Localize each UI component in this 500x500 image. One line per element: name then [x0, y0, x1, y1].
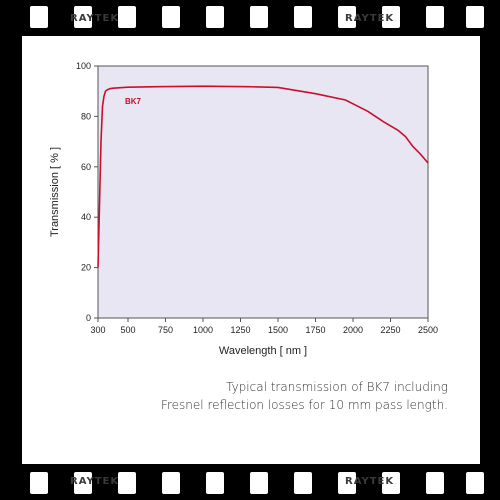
axis-ticks: 300 500 750 1000 1250 1500 1750 2000 2250 2500 0 20… — [76, 61, 438, 335]
x-tick-label-5: 1500 — [268, 325, 288, 335]
film-hole-bottom-4 — [206, 472, 224, 494]
caption-line-1: Typical transmission of BK7 including — [226, 380, 448, 394]
y-tick-label-1: 20 — [81, 263, 91, 273]
caption-line-2: Fresnel reflection losses for 10 mm pass… — [160, 398, 448, 412]
film-hole-bottom-7 — [338, 472, 356, 494]
watermark-bottom-right: RAYTEK — [345, 476, 395, 487]
film-hole-bottom-10 — [466, 472, 484, 494]
series-line-0 — [97, 85, 429, 268]
watermark-top-right: RAYTEK — [345, 13, 395, 24]
film-hole-bottom-2 — [118, 472, 136, 494]
film-hole-bottom-8 — [382, 472, 400, 494]
y-tick-label-4: 80 — [81, 111, 91, 121]
film-hole-top-4 — [206, 6, 224, 28]
film-hole-bottom-9 — [426, 472, 444, 494]
x-tick-label-4: 1250 — [230, 325, 250, 335]
film-hole-bottom-3 — [162, 472, 180, 494]
film-hole-top-7 — [338, 6, 356, 28]
watermark-top-left: RAYTEK — [70, 13, 120, 24]
film-hole-top-6 — [294, 6, 312, 28]
x-tick-label-7: 2000 — [343, 325, 363, 335]
x-tick-label-2: 750 — [158, 325, 173, 335]
x-tick-label-3: 1000 — [193, 325, 213, 335]
y-axis-label: Transmission [ % ] — [49, 147, 61, 237]
y-tick-label-5: 100 — [76, 61, 91, 71]
film-hole-bottom-6 — [294, 472, 312, 494]
film-hole-top-10 — [466, 6, 484, 28]
film-hole-bottom-1 — [74, 472, 92, 494]
film-hole-top-0 — [30, 6, 48, 28]
x-tick-label-0: 300 — [90, 325, 105, 335]
film-hole-top-2 — [118, 6, 136, 28]
series-label-bk7: BK7 — [125, 97, 142, 106]
film-hole-top-1 — [74, 6, 92, 28]
x-axis-label: Wavelength [ nm ] — [219, 345, 307, 357]
film-hole-top-9 — [426, 6, 444, 28]
x-tick-label-1: 500 — [120, 325, 135, 335]
y-tick-label-0: 0 — [86, 313, 91, 323]
film-strip-bottom — [0, 464, 500, 500]
x-tick-label-9: 2500 — [418, 325, 438, 335]
x-tick-label-6: 1750 — [305, 325, 325, 335]
film-hole-bottom-0 — [30, 472, 48, 494]
film-hole-top-8 — [382, 6, 400, 28]
film-hole-top-5 — [250, 6, 268, 28]
film-hole-bottom-5 — [250, 472, 268, 494]
y-tick-label-2: 40 — [81, 212, 91, 222]
plot-area — [97, 65, 429, 319]
y-tick-label-3: 60 — [81, 162, 91, 172]
film-strip-top — [0, 0, 500, 36]
x-tick-label-8: 2250 — [380, 325, 400, 335]
film-hole-top-3 — [162, 6, 180, 28]
watermark-bottom-left: RAYTEK — [70, 476, 120, 487]
series-group — [97, 85, 429, 268]
